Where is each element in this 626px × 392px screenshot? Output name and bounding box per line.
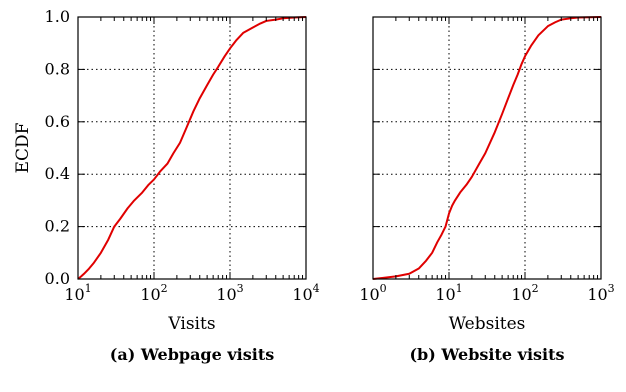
plot-frame-website-visits [372, 16, 602, 280]
x-tick-base: 10 [511, 285, 531, 304]
x-tick-base: 10 [587, 285, 607, 304]
x-tick-exponent: 2 [161, 282, 168, 295]
x-tick-label: 104 [292, 282, 319, 304]
caption-webpage-visits: (a) Webpage visits [110, 345, 274, 364]
x-tick-exponent: 3 [237, 282, 244, 295]
x-tick-exponent: 3 [608, 282, 615, 295]
x-tick-label: 100 [359, 282, 386, 304]
y-tick-label: 0.4 [45, 164, 70, 183]
panel-website-visits: 100 101 102 103 Websites (b) Website visits [359, 16, 615, 364]
y-tick-label: 0.2 [45, 217, 70, 236]
x-tick-exponent: 0 [380, 282, 387, 295]
y-axis-label-ecdf: ECDF [13, 122, 33, 173]
x-tick-exponent: 4 [313, 282, 320, 295]
x-axis-label-websites: Websites [449, 314, 526, 334]
y-tick-label: 0.6 [45, 112, 70, 131]
x-tick-label: 102 [140, 282, 167, 304]
ecdf-curve-webpage-visits [77, 16, 307, 280]
y-tick-label: 1.0 [45, 7, 70, 26]
y-tick-label: 0.8 [45, 59, 70, 78]
x-tick-exponent: 2 [532, 282, 539, 295]
panel-webpage-visits: 101 102 103 104 0.00.20.40.60.81.0 Visits E… [13, 7, 320, 364]
x-tick-base: 10 [140, 285, 160, 304]
x-tick-base: 10 [359, 285, 379, 304]
x-tick-label: 103 [216, 282, 243, 304]
x-tick-base: 10 [292, 285, 312, 304]
x-tick-label: 101 [435, 282, 462, 304]
x-tick-exponent: 1 [85, 282, 92, 295]
x-tick-label: 102 [511, 282, 538, 304]
ecdf-curve-website-visits [372, 16, 602, 280]
x-tick-label: 103 [587, 282, 614, 304]
x-tick-base: 10 [64, 285, 84, 304]
x-axis-label-visits: Visits [167, 314, 215, 334]
x-tick-label: 101 [64, 282, 91, 304]
plot-frame-webpage-visits [77, 16, 307, 280]
x-tick-base: 10 [216, 285, 236, 304]
x-tick-base: 10 [435, 285, 455, 304]
caption-website-visits: (b) Website visits [409, 345, 564, 364]
x-tick-exponent: 1 [456, 282, 463, 295]
y-tick-label: 0.0 [45, 269, 70, 288]
